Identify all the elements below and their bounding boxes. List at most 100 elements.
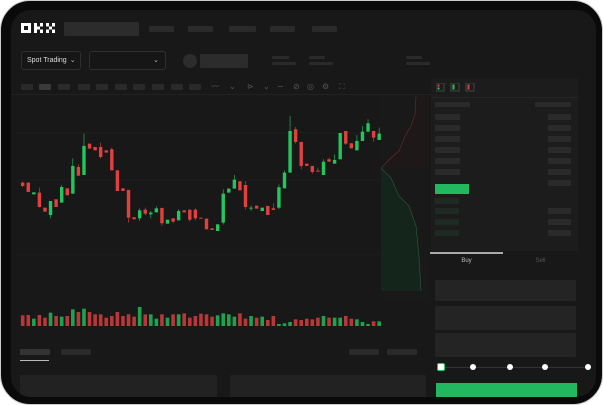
buy-button[interactable] [436, 383, 577, 397]
volume-bar [76, 312, 81, 326]
volume-bar [327, 317, 331, 326]
drawing-icon[interactable]: ⊳ [247, 82, 254, 91]
candle [26, 182, 30, 192]
total-input[interactable] [435, 333, 576, 357]
slider-stop[interactable] [470, 364, 476, 370]
market-selector[interactable]: Spot Trading ⌄ [21, 51, 81, 70]
fullscreen-icon[interactable]: ⛶ [339, 82, 345, 91]
volume-bar [121, 316, 125, 326]
amount-slider[interactable] [437, 363, 591, 371]
ask-price[interactable] [435, 158, 460, 164]
volume-bar [165, 317, 170, 326]
chevron-down-icon: ⌄ [153, 57, 159, 64]
slider-stop[interactable] [507, 364, 513, 370]
timeframe-button[interactable] [171, 84, 183, 90]
volume-bar [316, 317, 320, 326]
candle [332, 159, 337, 164]
timeframe-button[interactable] [58, 84, 70, 90]
timeframe-button[interactable] [133, 84, 145, 90]
candle [87, 143, 92, 149]
bid-price[interactable] [435, 219, 459, 225]
candle [243, 185, 248, 207]
camera-icon[interactable]: ◎ [307, 82, 314, 91]
candle [232, 179, 237, 189]
tab-sell[interactable]: Sell [535, 258, 546, 264]
candle [43, 207, 47, 212]
nav-item[interactable] [312, 26, 337, 32]
bid-price[interactable] [435, 230, 459, 236]
volume-bar [48, 312, 53, 326]
amount-input[interactable] [435, 306, 576, 330]
volume-bar [210, 316, 214, 326]
bid-price[interactable] [435, 198, 459, 204]
candle [171, 218, 175, 222]
tab-buy[interactable]: Buy [461, 258, 472, 264]
volume-bar [288, 322, 292, 326]
volume-bar [43, 317, 47, 326]
filter-button[interactable] [387, 349, 417, 355]
candle [293, 129, 298, 142]
nav-item[interactable] [229, 26, 256, 32]
timeframe-button[interactable] [21, 84, 33, 90]
ruler-icon[interactable]: ⊘ [293, 82, 300, 91]
both-sides-icon[interactable] [436, 83, 445, 92]
asks-icon[interactable] [465, 83, 475, 92]
pair-selector[interactable]: ⌄ [89, 51, 166, 70]
volume-bar [26, 315, 31, 326]
chevron-down-icon[interactable]: ⌄ [229, 82, 236, 91]
candle [59, 187, 64, 203]
candle [115, 170, 120, 191]
slider-handle[interactable] [437, 363, 445, 371]
candle [271, 208, 276, 210]
ask-price[interactable] [435, 169, 460, 175]
settings-icon[interactable]: ⚙ [322, 82, 330, 91]
price-input[interactable] [435, 280, 576, 301]
candle [254, 205, 259, 209]
volume-bar [221, 313, 226, 326]
nav-item[interactable] [149, 26, 174, 32]
ask-price[interactable] [435, 114, 460, 120]
bids-icon[interactable] [450, 83, 460, 92]
candle [282, 172, 287, 189]
nav-item[interactable] [188, 26, 213, 32]
indicators-icon[interactable]: 〰 [211, 82, 219, 91]
okx-logo[interactable] [21, 23, 58, 35]
divider [11, 94, 431, 95]
candle [310, 165, 315, 172]
bid-price[interactable] [435, 208, 459, 214]
slider-stop[interactable] [585, 364, 591, 370]
ask-price[interactable] [435, 125, 460, 131]
ask-price[interactable] [435, 147, 460, 153]
tab-order-history[interactable] [61, 349, 91, 355]
timeframe-button[interactable] [96, 84, 108, 90]
market-selector-label: Spot Trading [27, 57, 67, 64]
volume-bar [176, 314, 181, 326]
search-bar[interactable] [64, 22, 139, 36]
stat-value [272, 62, 296, 65]
timeframe-button[interactable] [189, 84, 201, 90]
candle [93, 147, 97, 151]
volume-bar [332, 317, 337, 326]
candle [154, 208, 159, 213]
candle [176, 211, 181, 221]
timeframe-button[interactable] [115, 84, 127, 90]
volume-bar [87, 312, 92, 326]
stat-label [272, 56, 289, 59]
volume-bar [59, 316, 64, 326]
candlestick-chart[interactable] [11, 10, 431, 340]
filter-button[interactable] [349, 349, 379, 355]
candle [249, 207, 253, 209]
timeframe-button[interactable] [78, 84, 90, 90]
timeframe-button[interactable] [152, 84, 164, 90]
timeframe-button[interactable] [39, 84, 51, 90]
stat-value [406, 62, 430, 65]
line-icon[interactable]: ∼ [277, 82, 284, 91]
candle [266, 205, 270, 215]
ask-price[interactable] [435, 136, 460, 142]
candle [104, 150, 108, 153]
nav-item[interactable] [270, 26, 295, 32]
volume-bar [171, 314, 175, 326]
slider-stop[interactable] [542, 364, 548, 370]
chevron-down-icon[interactable]: ⌄ [263, 82, 270, 91]
tab-open-orders[interactable] [20, 349, 50, 355]
